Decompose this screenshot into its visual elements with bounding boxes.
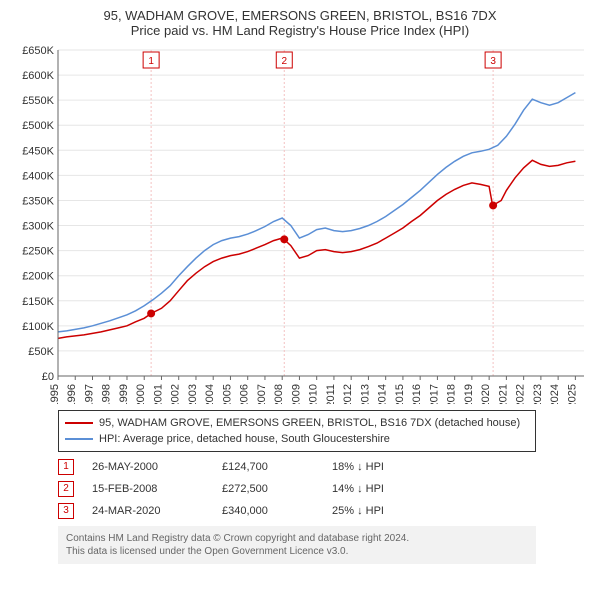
- svg-text:2002: 2002: [170, 384, 182, 404]
- legend-label-hpi: HPI: Average price, detached house, Sout…: [99, 431, 390, 447]
- legend-label-property: 95, WADHAM GROVE, EMERSONS GREEN, BRISTO…: [99, 415, 520, 431]
- svg-text:2010: 2010: [308, 384, 320, 404]
- chart-svg: £0 £50K £100K £150K £200K £250K £300K £350K £400…: [10, 44, 590, 404]
- svg-text:2019: 2019: [463, 384, 475, 404]
- legend-item-property: 95, WADHAM GROVE, EMERSONS GREEN, BRISTO…: [65, 415, 529, 431]
- table-row: 3 24-MAR-2020 £340,000 25% ↓ HPI: [58, 500, 536, 522]
- svg-text:2008: 2008: [273, 384, 285, 404]
- footer-line1: Contains HM Land Registry data © Crown c…: [66, 532, 528, 545]
- svg-text:2021: 2021: [497, 384, 509, 404]
- footer-line2: This data is licensed under the Open Gov…: [66, 545, 528, 558]
- svg-text:2023: 2023: [532, 384, 544, 404]
- svg-text:2020: 2020: [480, 384, 492, 404]
- transaction-price: £272,500: [222, 478, 332, 500]
- legend-item-hpi: HPI: Average price, detached house, Sout…: [65, 431, 529, 447]
- svg-text:1998: 1998: [101, 384, 113, 404]
- svg-text:£150K: £150K: [22, 296, 54, 308]
- svg-text:£50K: £50K: [28, 346, 54, 358]
- svg-text:2004: 2004: [204, 384, 216, 404]
- svg-text:1996: 1996: [66, 384, 78, 404]
- transactions-table: 1 26-MAY-2000 £124,700 18% ↓ HPI 2 15-FE…: [58, 456, 536, 522]
- svg-text:£100K: £100K: [22, 321, 54, 333]
- chart-title-block: 95, WADHAM GROVE, EMERSONS GREEN, BRISTO…: [10, 8, 590, 38]
- svg-text:£500K: £500K: [22, 120, 54, 132]
- attribution-footer: Contains HM Land Registry data © Crown c…: [58, 526, 536, 564]
- transaction-delta: 14% ↓ HPI: [332, 478, 472, 500]
- svg-text:£450K: £450K: [22, 145, 54, 157]
- svg-text:3: 3: [490, 56, 496, 67]
- svg-text:2009: 2009: [290, 384, 302, 404]
- svg-text:1995: 1995: [49, 384, 61, 404]
- svg-text:2012: 2012: [342, 384, 354, 404]
- title-address: 95, WADHAM GROVE, EMERSONS GREEN, BRISTO…: [10, 8, 590, 23]
- svg-text:1997: 1997: [83, 384, 95, 404]
- svg-text:£550K: £550K: [22, 95, 54, 107]
- marker-badge: 3: [58, 503, 74, 519]
- title-subtitle: Price paid vs. HM Land Registry's House …: [10, 23, 590, 38]
- svg-text:2022: 2022: [515, 384, 527, 404]
- svg-text:2025: 2025: [566, 384, 578, 404]
- svg-text:£650K: £650K: [22, 45, 54, 57]
- marker-badge: 2: [58, 481, 74, 497]
- svg-text:1: 1: [148, 56, 154, 67]
- transaction-date: 24-MAR-2020: [92, 500, 222, 522]
- svg-text:2014: 2014: [377, 384, 389, 404]
- chart-plot-area: £0 £50K £100K £150K £200K £250K £300K £350K £400…: [10, 44, 590, 404]
- svg-text:£600K: £600K: [22, 70, 54, 82]
- svg-text:£300K: £300K: [22, 221, 54, 233]
- svg-text:£400K: £400K: [22, 170, 54, 182]
- legend-swatch-hpi: [65, 438, 93, 440]
- svg-text:£250K: £250K: [22, 246, 54, 258]
- svg-text:2005: 2005: [221, 384, 233, 404]
- table-row: 2 15-FEB-2008 £272,500 14% ↓ HPI: [58, 478, 536, 500]
- table-row: 1 26-MAY-2000 £124,700 18% ↓ HPI: [58, 456, 536, 478]
- svg-text:2016: 2016: [411, 384, 423, 404]
- svg-text:2001: 2001: [152, 384, 164, 404]
- svg-text:1999: 1999: [118, 384, 130, 404]
- svg-text:£350K: £350K: [22, 195, 54, 207]
- svg-text:£200K: £200K: [22, 271, 54, 283]
- svg-text:2017: 2017: [428, 384, 440, 404]
- transaction-delta: 18% ↓ HPI: [332, 456, 472, 478]
- legend: 95, WADHAM GROVE, EMERSONS GREEN, BRISTO…: [58, 410, 536, 452]
- svg-text:2015: 2015: [394, 384, 406, 404]
- marker-badge: 1: [58, 459, 74, 475]
- svg-text:2024: 2024: [549, 384, 561, 404]
- svg-text:2000: 2000: [135, 384, 147, 404]
- svg-text:2007: 2007: [256, 384, 268, 404]
- transaction-date: 26-MAY-2000: [92, 456, 222, 478]
- chart-container: 95, WADHAM GROVE, EMERSONS GREEN, BRISTO…: [0, 0, 600, 590]
- transaction-date: 15-FEB-2008: [92, 478, 222, 500]
- transaction-price: £124,700: [222, 456, 332, 478]
- svg-text:2018: 2018: [446, 384, 458, 404]
- svg-text:2003: 2003: [187, 384, 199, 404]
- svg-text:2013: 2013: [359, 384, 371, 404]
- svg-text:2006: 2006: [239, 384, 251, 404]
- svg-text:2011: 2011: [325, 384, 337, 404]
- legend-swatch-property: [65, 422, 93, 424]
- svg-text:£0: £0: [42, 371, 54, 383]
- transaction-delta: 25% ↓ HPI: [332, 500, 472, 522]
- svg-text:2: 2: [281, 56, 287, 67]
- transaction-price: £340,000: [222, 500, 332, 522]
